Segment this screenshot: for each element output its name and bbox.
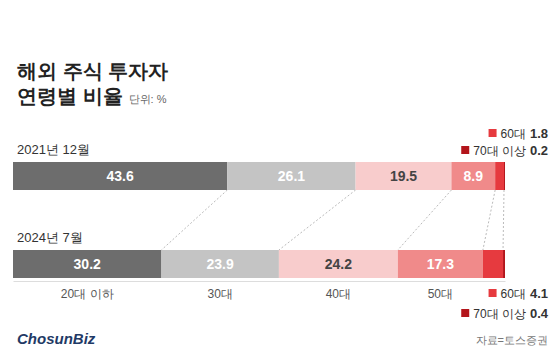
source: 자료=토스증권	[476, 334, 548, 346]
bar	[503, 250, 505, 278]
axis-domain	[14, 281, 506, 282]
connector	[483, 190, 495, 250]
row-label: 2024년 7월	[17, 230, 83, 245]
series-name: 60대	[501, 287, 526, 301]
data-label: 30.2	[74, 256, 101, 272]
bar	[279, 250, 398, 278]
bar	[504, 162, 505, 190]
connector	[503, 190, 505, 250]
series-name: 60대	[501, 127, 526, 141]
bar	[13, 250, 161, 278]
data-label: 0.2	[530, 143, 548, 158]
series-name: 70대 이상	[473, 144, 526, 158]
outside-label: 60대 4.1	[501, 286, 548, 301]
data-label: 4.1	[530, 286, 548, 301]
outside-label: 60대 1.8	[501, 126, 548, 141]
bar	[227, 162, 355, 190]
data-label: 8.9	[464, 168, 484, 184]
bar	[495, 162, 504, 190]
title: 연령별 비율	[17, 85, 123, 107]
series-name: 20대 이하	[61, 287, 114, 301]
legend-swatch	[489, 289, 497, 297]
bar	[451, 162, 495, 190]
series-name: 30대	[207, 287, 232, 301]
bar	[356, 162, 452, 190]
data-label: 1.8	[530, 126, 548, 141]
series-name: 40대	[326, 287, 351, 301]
legend-swatch	[461, 146, 469, 154]
data-label: 0.4	[530, 306, 549, 321]
bar	[483, 250, 503, 278]
title: 해외 주식 투자자	[17, 60, 168, 82]
connector	[161, 190, 227, 250]
x-axis	[14, 281, 506, 282]
data-label: 19.5	[390, 168, 417, 184]
brand: ChosunBiz	[17, 330, 96, 347]
connector	[279, 190, 356, 250]
connector	[398, 190, 452, 250]
labels: 2021년 12월 2024년 7월 43.6 26.1 19.5 8.9 30.2 23.9…	[17, 126, 549, 321]
bar	[398, 250, 483, 278]
row-label: 2021년 12월	[17, 142, 90, 157]
plot-area	[13, 162, 505, 278]
unit-label: 단위: %	[129, 93, 167, 105]
bar	[13, 162, 227, 190]
bar	[161, 250, 278, 278]
data-label: 17.3	[427, 256, 454, 272]
data-label: 43.6	[107, 168, 134, 184]
legend-swatch	[489, 129, 497, 137]
legend-swatch	[461, 309, 469, 317]
data-label: 24.2	[325, 256, 352, 272]
data-label: 26.1	[278, 168, 305, 184]
series-name: 50대	[428, 287, 453, 301]
chart-container: 해외 주식 투자자연령별 비율 단위: % 2021년 12월 2024년 7월 43.…	[0, 0, 556, 359]
data-label: 23.9	[207, 256, 234, 272]
series-name: 70대 이상	[473, 307, 526, 321]
chart-svg: 해외 주식 투자자연령별 비율 단위: % 2021년 12월 2024년 7월 43.…	[0, 0, 556, 359]
outside-label: 70대 이상 0.4	[473, 306, 549, 321]
outside-label: 70대 이상 0.2	[473, 143, 548, 158]
